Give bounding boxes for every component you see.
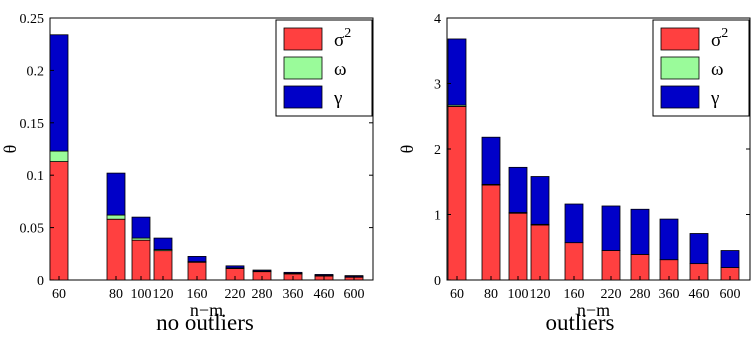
legend-label-sup: 2 [344, 26, 351, 41]
x-tick-label: 280 [252, 287, 273, 302]
y-tick-label: 0.15 [20, 117, 45, 132]
x-tick-label: 280 [630, 287, 651, 302]
y-tick-label: 0.05 [20, 222, 45, 237]
x-axis-label: n−m [190, 300, 223, 320]
x-tick-label: 100 [508, 287, 529, 302]
x-tick-label: 220 [601, 287, 622, 302]
legend-swatch [283, 85, 323, 109]
bar-segment [601, 205, 621, 251]
bar-segment [283, 271, 303, 274]
legend-label: γ [710, 88, 719, 109]
legend-swatch [660, 85, 700, 109]
y-tick-label: 3 [434, 78, 441, 93]
bar-segment [106, 172, 126, 216]
legend-label: ω [334, 59, 347, 80]
y-axis-label: θ [397, 145, 417, 154]
bar-segment [131, 216, 151, 239]
chart-outliers: 60 80 100 120 160 220 280 360 460 600 0 1 2 3 4 n−m θ out… [397, 12, 751, 335]
bar-segment [252, 269, 272, 272]
bar-segment [564, 242, 584, 281]
bar-segment [131, 239, 151, 281]
y-axis-label: θ [0, 145, 20, 154]
bar-segment [314, 274, 334, 276]
bar-segment [508, 212, 528, 281]
panel-caption: outliers [546, 310, 615, 335]
bar-segment [49, 150, 69, 162]
bar-segment [481, 184, 501, 281]
x-tick-label: 160 [564, 287, 585, 302]
bar-segment [49, 34, 69, 152]
bar-segment [225, 265, 245, 269]
bar-segment [530, 176, 550, 225]
y-tick-label: 1 [434, 209, 441, 224]
y-tick-label: 0.1 [27, 169, 45, 184]
y-tick-label: 0 [434, 274, 441, 289]
y-tick-label: 0.2 [27, 64, 45, 79]
bar-segment [49, 161, 69, 281]
bar-segment [630, 208, 650, 255]
y-tick-label: 0.25 [20, 12, 45, 27]
bar-segment [106, 214, 126, 220]
bar-segment [187, 256, 207, 263]
x-tick-label: 460 [314, 287, 335, 302]
bar-segment [447, 38, 467, 106]
bar-segment [481, 136, 501, 185]
x-tick-label: 100 [131, 287, 152, 302]
legend-swatch [283, 27, 323, 51]
chart-no-outliers: 60 80 100 120 160 220 280 360 460 600 0 0.05 0.1 0.15… [0, 12, 374, 335]
bar-segment [601, 250, 621, 281]
x-tick-label: 600 [344, 287, 365, 302]
y-tick-label: 4 [434, 12, 441, 27]
x-tick-label: 220 [225, 287, 246, 302]
bar-segment [564, 203, 584, 244]
x-tick-label: 80 [484, 287, 498, 302]
bar-segment [689, 233, 709, 265]
legend-label: γ [333, 88, 342, 109]
bar-segment [508, 166, 528, 213]
legend-swatch [283, 56, 323, 80]
x-tick-label: 60 [52, 287, 66, 302]
bar-segment [530, 224, 550, 281]
x-tick-label: 120 [153, 287, 174, 302]
y-tick-label: 0 [37, 274, 44, 289]
bar-segment [153, 250, 173, 281]
x-tick-label: 360 [659, 287, 680, 302]
y-tick-label: 2 [434, 143, 441, 158]
x-tick-label: 80 [109, 287, 123, 302]
bar-segment [720, 250, 740, 268]
panel-caption: no outliers [156, 310, 254, 335]
x-tick-label: 60 [450, 287, 464, 302]
x-tick-label: 360 [283, 287, 304, 302]
legend-label: ω [711, 59, 724, 80]
bar-segment [153, 237, 173, 251]
x-tick-label: 160 [187, 287, 208, 302]
bar-segment [659, 218, 679, 261]
legend-label-sup: 2 [721, 26, 728, 41]
legend-swatch [660, 27, 700, 51]
x-tick-label: 600 [720, 287, 741, 302]
bar-segment [106, 218, 126, 281]
x-tick-label: 120 [530, 287, 551, 302]
legend-swatch [660, 56, 700, 80]
x-tick-label: 460 [689, 287, 710, 302]
bar-segment [447, 106, 467, 281]
x-axis-label: n−m [577, 300, 610, 320]
